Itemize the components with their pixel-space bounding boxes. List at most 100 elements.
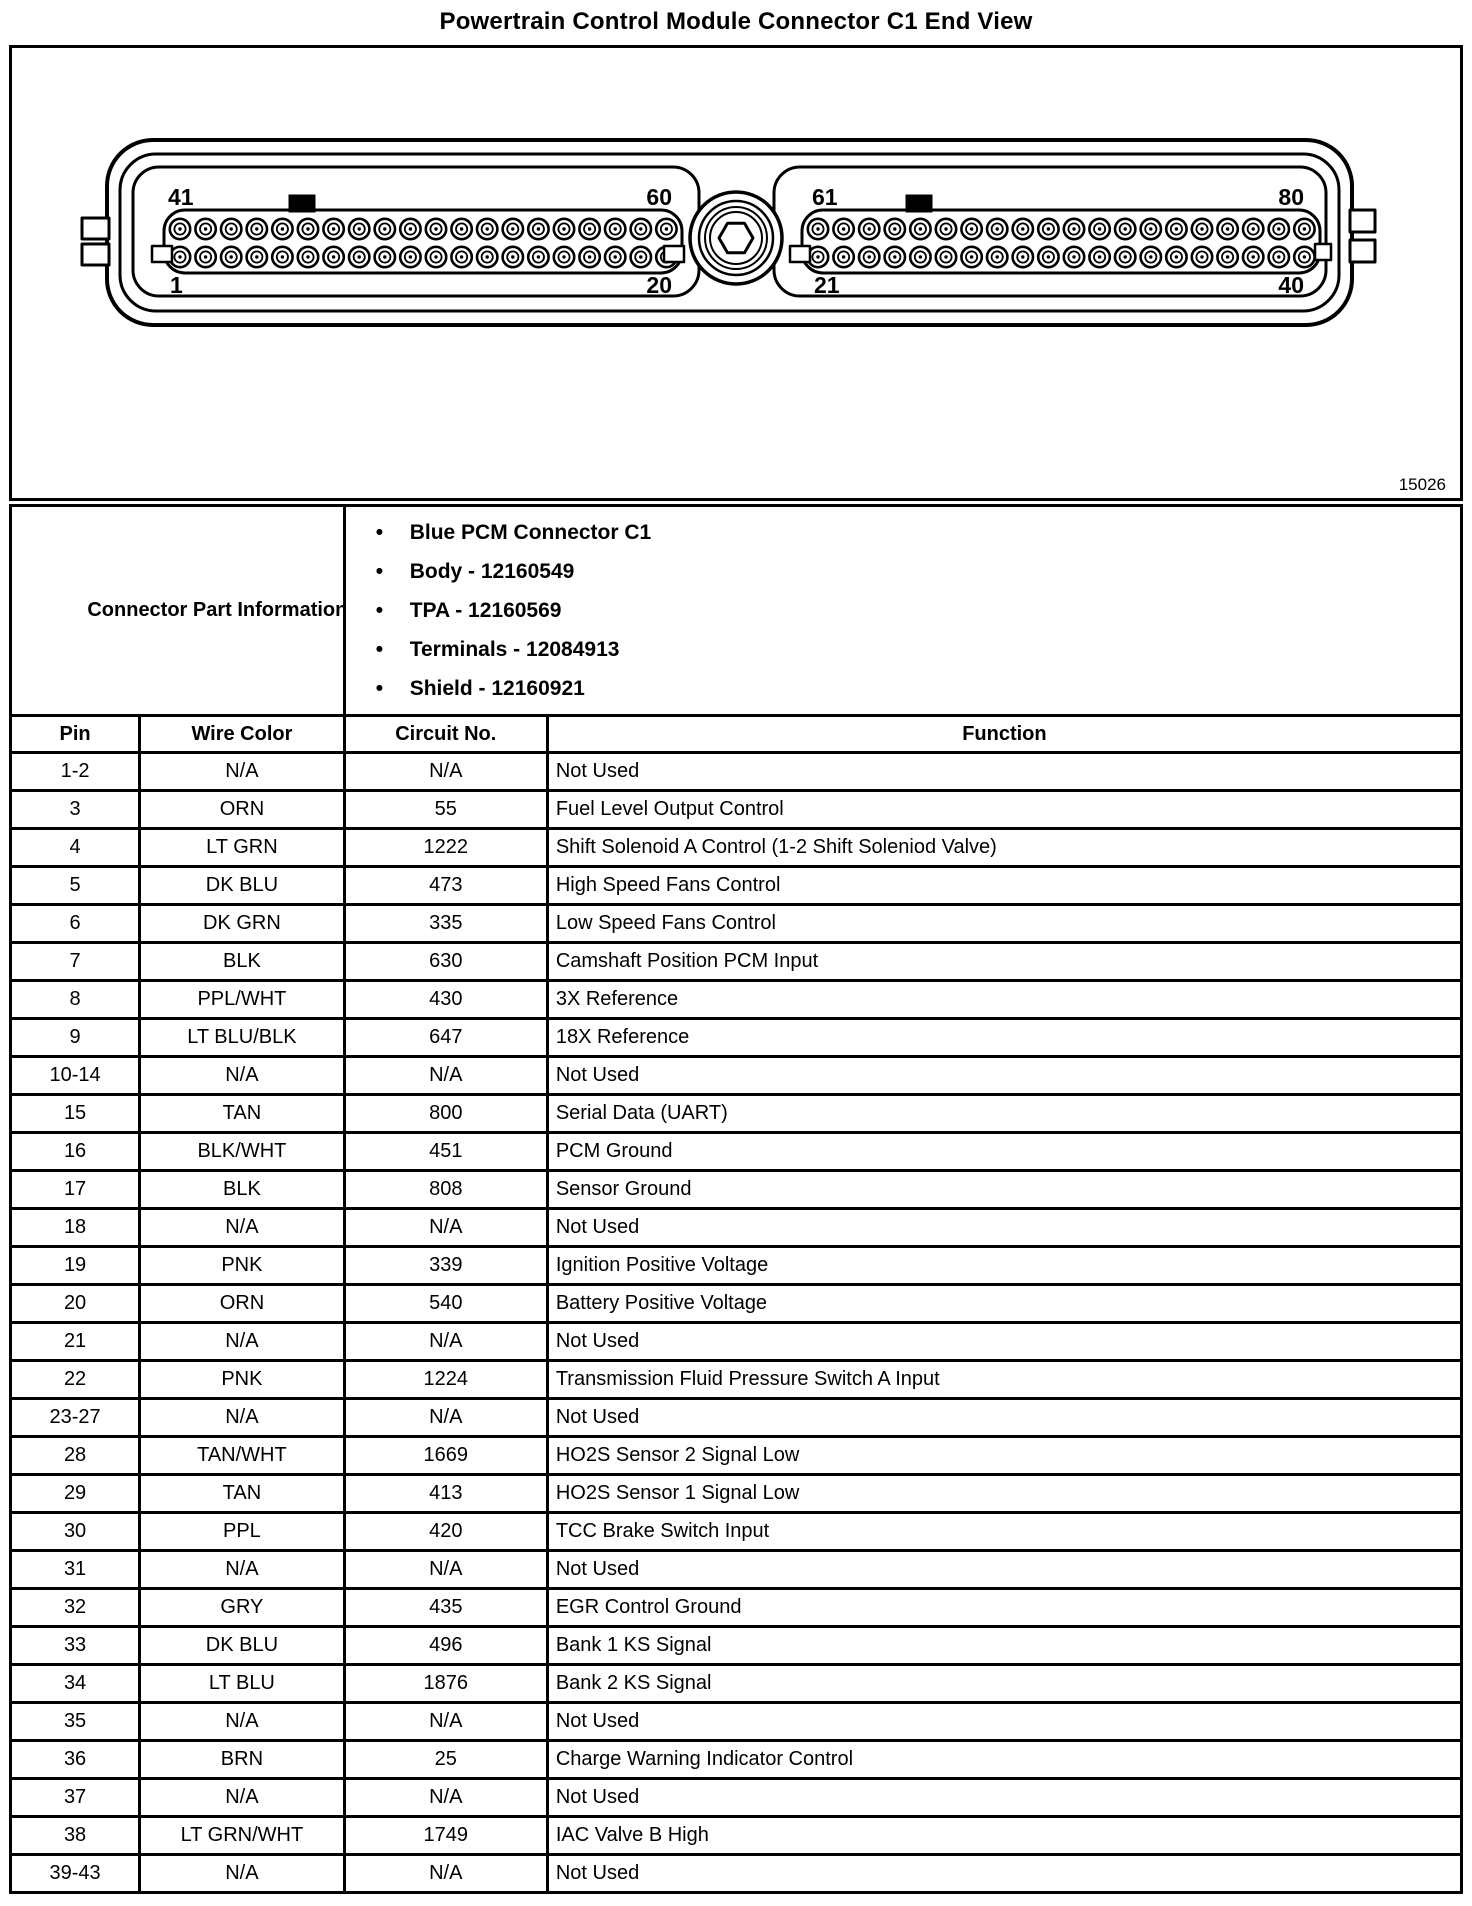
table-row: 3 ORN 55 Fuel Level Output Control: [8, 789, 1464, 830]
function-cell: TCC Brake Switch Input: [545, 1511, 1464, 1552]
pin-terminal: [475, 245, 499, 269]
table-row: 1-2 N/A N/A Not Used: [8, 751, 1464, 792]
pin-terminal: [194, 217, 218, 241]
circuit-no-cell: N/A: [342, 1701, 549, 1742]
pin-cell: 39-43: [8, 1853, 142, 1894]
pin-terminal: [629, 245, 653, 269]
pin-terminal: [1036, 217, 1060, 241]
pin-terminal: [832, 217, 856, 241]
right-clip: [1348, 208, 1377, 264]
header-wire-color: Wire Color: [138, 714, 346, 754]
circuit-no-cell: 55: [342, 789, 549, 830]
pin-cell: 20: [8, 1283, 142, 1324]
header-function: Function: [545, 714, 1464, 754]
wire-color-cell: BLK/WHT: [138, 1131, 346, 1172]
left-key-notch: [288, 194, 316, 213]
circuit-no-cell: 808: [342, 1169, 549, 1210]
table-row: 33 DK BLU 496 Bank 1 KS Signal: [8, 1625, 1464, 1666]
wire-color-cell: BRN: [138, 1739, 346, 1780]
field-tabs: [150, 242, 1333, 264]
pin-cell: 5: [8, 865, 142, 906]
pin-terminal: [578, 217, 602, 241]
table-row: 17 BLK 808 Sensor Ground: [8, 1169, 1464, 1210]
pin-cell: 17: [8, 1169, 142, 1210]
pin-terminal: [526, 245, 550, 269]
pin-terminal: [552, 217, 576, 241]
pin-terminal: [1139, 245, 1163, 269]
function-cell: High Speed Fans Control: [545, 865, 1464, 906]
right-pin-group: [806, 217, 1316, 269]
connector-part-info-row: Connector Part Information Blue PCM Conn…: [9, 504, 1464, 717]
function-cell: Camshaft Position PCM Input: [545, 941, 1464, 982]
pin-terminal: [1062, 245, 1086, 269]
pin-terminal: [1164, 245, 1188, 269]
pin-terminal: [603, 217, 627, 241]
bullet-item: Shield - 12160921: [376, 669, 1459, 708]
circuit-no-cell: 435: [342, 1587, 549, 1628]
circuit-no-cell: 413: [342, 1473, 549, 1514]
pin-terminal: [1216, 245, 1240, 269]
wire-color-cell: LT GRN/WHT: [138, 1815, 346, 1856]
function-cell: Not Used: [545, 751, 1464, 792]
function-cell: Serial Data (UART): [545, 1093, 1464, 1134]
pin-cell: 16: [8, 1131, 142, 1172]
pin-cell: 19: [8, 1245, 142, 1286]
pin-terminal: [1241, 245, 1265, 269]
table-row: 39-43 N/A N/A Not Used: [8, 1853, 1464, 1894]
table-row: 36 BRN 25 Charge Warning Indicator Control: [8, 1739, 1464, 1780]
pin-terminal: [219, 245, 243, 269]
pin-terminal: [450, 217, 474, 241]
pin-terminal: [1164, 217, 1188, 241]
pin-cell: 28: [8, 1435, 142, 1476]
pin-cell: 18: [8, 1207, 142, 1248]
wire-color-cell: ORN: [138, 789, 346, 830]
table-row: 19 PNK 339 Ignition Positive Voltage: [8, 1245, 1464, 1286]
pin-cell: 6: [8, 903, 142, 944]
pin-terminal: [1267, 217, 1291, 241]
pin-terminal: [501, 245, 525, 269]
pin-cell: 33: [8, 1625, 142, 1666]
circuit-no-cell: 473: [342, 865, 549, 906]
circuit-no-cell: 335: [342, 903, 549, 944]
wire-color-cell: N/A: [138, 1853, 346, 1894]
wire-color-cell: PNK: [138, 1359, 346, 1400]
bullet-item: Body - 12160549: [376, 552, 1459, 591]
bullet-item: Blue PCM Connector C1: [376, 513, 1459, 552]
function-cell: Not Used: [545, 1321, 1464, 1362]
left-pin-field: [162, 208, 684, 275]
function-cell: Ignition Positive Voltage: [545, 1245, 1464, 1286]
pin-terminal: [603, 245, 627, 269]
pin-terminal: [960, 245, 984, 269]
wire-color-cell: ORN: [138, 1283, 346, 1324]
pin-cell: 3: [8, 789, 142, 830]
connector-part-info-label: Connector Part Information: [9, 504, 346, 717]
pin-terminal: [654, 217, 678, 241]
circuit-no-cell: 339: [342, 1245, 549, 1286]
pin-cell: 23-27: [8, 1397, 142, 1438]
circuit-no-cell: 800: [342, 1093, 549, 1134]
pin-terminal: [322, 245, 346, 269]
pin-cell: 15: [8, 1093, 142, 1134]
pin-cell: 8: [8, 979, 142, 1020]
pin-cell: 10-14: [8, 1055, 142, 1096]
pin-terminal: [347, 245, 371, 269]
pin-terminal: [934, 217, 958, 241]
pin-cell: 37: [8, 1777, 142, 1818]
pin-terminal: [168, 217, 192, 241]
pin-cell: 22: [8, 1359, 142, 1400]
function-cell: IAC Valve B High: [545, 1815, 1464, 1856]
wire-color-cell: N/A: [138, 1777, 346, 1818]
pin-terminal: [501, 217, 525, 241]
pin-terminal: [934, 245, 958, 269]
table-row: 10-14 N/A N/A Not Used: [8, 1055, 1464, 1096]
circuit-no-cell: N/A: [342, 1055, 549, 1096]
wire-color-cell: LT BLU/BLK: [138, 1017, 346, 1058]
pin-terminal: [219, 217, 243, 241]
table-row: 21 N/A N/A Not Used: [8, 1321, 1464, 1362]
circuit-no-cell: N/A: [342, 1549, 549, 1590]
pin-terminal: [1292, 217, 1316, 241]
circuit-no-cell: 1224: [342, 1359, 549, 1400]
pin-terminal: [883, 245, 907, 269]
pin-terminal: [552, 245, 576, 269]
